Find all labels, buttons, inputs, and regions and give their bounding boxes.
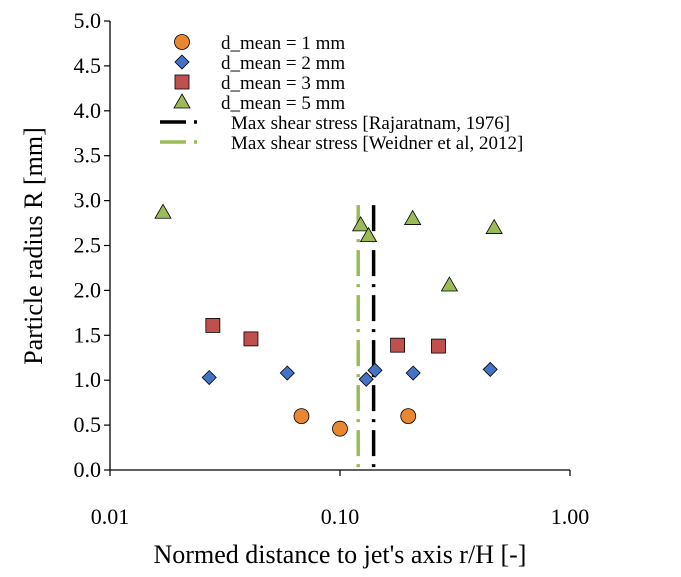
data-point xyxy=(367,362,383,378)
y-tick-label: 1.0 xyxy=(74,367,102,392)
data-point xyxy=(403,209,422,225)
data-point xyxy=(440,276,459,292)
y-tick-label: 3.5 xyxy=(74,143,102,168)
data-point xyxy=(279,365,295,381)
x-axis-title: Normed distance to jet's axis r/H [-] xyxy=(154,540,527,569)
y-axis-title: Particle radius R [mm] xyxy=(19,127,48,365)
data-point xyxy=(243,331,259,347)
legend-label: Max shear stress [Rajaratnam, 1976] xyxy=(231,113,510,134)
y-tick-label: 5.0 xyxy=(74,8,102,33)
x-tick-label: 0.01 xyxy=(91,504,130,529)
legend-label: Max shear stress [Weidner et al, 2012] xyxy=(231,133,523,154)
legend-marker-1 xyxy=(174,34,190,50)
data-point xyxy=(482,361,498,377)
y-tick-label: 3.0 xyxy=(74,188,102,213)
series-1 xyxy=(293,408,417,437)
legend-marker-2 xyxy=(174,54,190,70)
data-point xyxy=(431,338,446,354)
legend-marker-4 xyxy=(173,93,191,109)
data-point xyxy=(390,337,405,353)
series-3 xyxy=(205,318,446,354)
y-tick-label: 0.0 xyxy=(74,457,102,482)
y-tick-label: 2.0 xyxy=(74,277,102,302)
legend-marker-3 xyxy=(174,74,190,90)
legend-label: d_mean = 2 mm xyxy=(221,53,345,74)
legend-label: d_mean = 1 mm xyxy=(221,33,345,54)
data-point xyxy=(351,216,370,232)
legend-label: d_mean = 5 mm xyxy=(221,93,345,114)
data-point xyxy=(405,365,421,381)
data-point xyxy=(358,371,374,387)
series-4 xyxy=(154,203,503,292)
y-tick-label: 0.5 xyxy=(74,412,102,437)
reference-lines xyxy=(356,205,376,470)
data-point xyxy=(400,408,417,425)
y-tick-label: 2.5 xyxy=(74,233,102,258)
x-ticks: 0.01 0.10 1.00 xyxy=(91,470,590,529)
series-2 xyxy=(201,361,498,387)
x-tick-label: 1.00 xyxy=(551,504,590,529)
y-tick-label: 1.5 xyxy=(74,322,102,347)
legend: d_mean = 1 mmd_mean = 2 mmd_mean = 3 mmd… xyxy=(160,33,523,154)
data-point xyxy=(201,369,217,386)
data-point xyxy=(205,318,221,333)
data-point xyxy=(359,226,378,243)
legend-label: d_mean = 3 mm xyxy=(221,73,345,94)
data-point xyxy=(485,218,503,234)
data-series xyxy=(154,203,503,437)
data-point xyxy=(332,420,348,437)
data-point xyxy=(154,203,172,219)
y-ticks: 0.0 0.5 1.0 1.5 2.0 2.5 3.0 3.5 4.0 4.5 5.0 xyxy=(74,8,110,482)
x-tick-label: 0.10 xyxy=(321,504,360,529)
data-point xyxy=(293,408,310,425)
y-tick-label: 4.5 xyxy=(74,53,102,78)
y-tick-label: 4.0 xyxy=(74,98,102,123)
